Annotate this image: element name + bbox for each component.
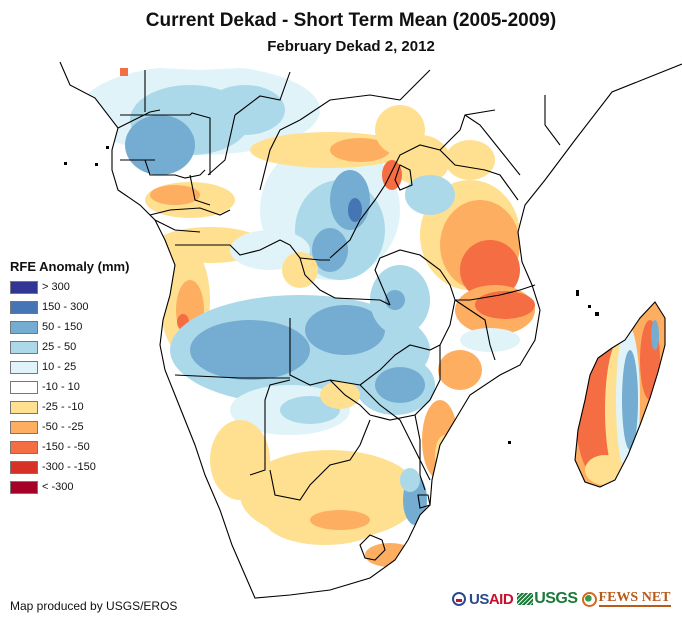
coastline-madagascar — [574, 301, 666, 488]
anomaly-patch — [475, 291, 535, 319]
legend-item: < -300 — [10, 477, 129, 497]
anomaly-patch — [348, 198, 362, 222]
usaid-logo: USAID — [452, 590, 514, 608]
legend-label: < -300 — [42, 481, 74, 493]
anomaly-patch — [400, 468, 420, 492]
legend-label: -10 - 10 — [42, 381, 80, 393]
legend-label: 25 - 50 — [42, 341, 77, 353]
coastline-mainland — [59, 61, 682, 599]
fewsnet-text: FEWS NET — [598, 590, 671, 607]
madagascar-anomaly-layer — [575, 302, 665, 487]
legend-swatch — [10, 340, 38, 354]
legend-label: -150 - -50 — [42, 441, 90, 453]
anomaly-patch — [310, 510, 370, 530]
anomaly-patch — [460, 328, 520, 352]
border — [117, 109, 161, 129]
legend-label: 150 - 300 — [42, 301, 89, 313]
globe-icon — [581, 591, 597, 607]
islands — [64, 146, 599, 444]
legend-label: > 300 — [42, 281, 70, 293]
anomaly-patch — [190, 320, 310, 380]
anomaly-patch — [438, 350, 482, 390]
anomaly-patch — [205, 85, 285, 135]
map-title: Current Dekad - Short Term Mean (2005-20… — [145, 10, 557, 31]
partner-logos: USAID USGS FEWS NET — [452, 585, 682, 613]
legend-title: RFE Anomaly (mm) — [10, 259, 130, 274]
legend-item: -300 - -150 — [10, 457, 129, 477]
map-subtitle: February Dekad 2, 2012 — [267, 38, 435, 55]
legend-item: 10 - 25 — [10, 357, 129, 377]
anomaly-patch — [382, 160, 402, 190]
anomaly-patch — [125, 115, 195, 175]
usaid-us-text: US — [469, 590, 489, 608]
legend-label: 50 - 150 — [42, 321, 83, 333]
anomaly-patch — [622, 350, 638, 450]
map-credit: Map produced by USGS/EROS — [10, 599, 178, 613]
anomaly-patch — [405, 175, 455, 215]
legend-item: -10 - 10 — [10, 377, 129, 397]
anomaly-patch — [312, 228, 348, 272]
legend-item: -150 - -50 — [10, 437, 129, 457]
anomaly-patch — [375, 367, 425, 403]
usaid-aid-text: AID — [488, 590, 514, 608]
legend-item: > 300 — [10, 277, 129, 297]
legend-label: -300 - -150 — [42, 461, 96, 473]
legend-swatch — [10, 440, 38, 454]
anomaly-patch — [120, 68, 128, 76]
legend-swatch — [10, 420, 38, 434]
anomaly-patch — [390, 135, 450, 185]
anomaly-patch — [210, 420, 270, 500]
legend-item: 50 - 150 — [10, 317, 129, 337]
legend-item: 25 - 50 — [10, 337, 129, 357]
anomaly-patch — [305, 305, 385, 355]
anomaly-patch — [585, 455, 625, 485]
anomaly-patch — [330, 138, 390, 162]
usgs-wave-icon — [517, 593, 534, 605]
anomaly-patch — [330, 170, 370, 230]
legend-swatch — [10, 320, 38, 334]
legend-item: -50 - -25 — [10, 417, 129, 437]
map-legend: RFE Anomaly (mm) > 300 150 - 300 50 - 150 2… — [10, 259, 129, 497]
legend-swatch — [10, 460, 38, 474]
legend-item: 150 - 300 — [10, 297, 129, 317]
legend-item: -25 - -10 — [10, 397, 129, 417]
legend-swatch — [10, 480, 38, 494]
legend-swatch — [10, 360, 38, 374]
usaid-seal-icon — [452, 592, 466, 606]
legend-swatch — [10, 280, 38, 294]
fewsnet-logo: FEWS NET — [581, 590, 671, 607]
anomaly-patch — [150, 185, 200, 205]
legend-swatch — [10, 400, 38, 414]
usgs-text: USGS — [534, 590, 578, 607]
legend-swatch — [10, 380, 38, 394]
usgs-logo: USGS — [517, 590, 578, 608]
anomaly-patch — [651, 320, 659, 350]
legend-label: -25 - -10 — [42, 401, 84, 413]
legend-swatch — [10, 300, 38, 314]
legend-label: 10 - 25 — [42, 361, 77, 373]
anomaly-patch — [460, 240, 520, 300]
anomaly-patch — [445, 140, 495, 180]
country-borders — [59, 61, 682, 599]
rainfall-anomaly-map — [59, 61, 682, 599]
legend-label: -50 - -25 — [42, 421, 84, 433]
anomaly-patch — [320, 381, 360, 409]
